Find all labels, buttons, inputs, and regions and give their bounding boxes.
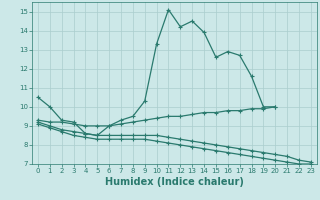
X-axis label: Humidex (Indice chaleur): Humidex (Indice chaleur) xyxy=(105,177,244,187)
